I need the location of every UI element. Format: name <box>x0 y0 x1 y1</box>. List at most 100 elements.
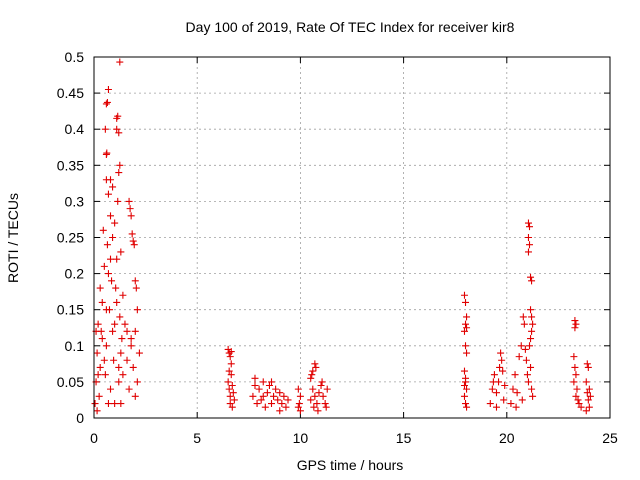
data-point-marker <box>583 389 591 397</box>
data-point-marker <box>100 262 108 270</box>
data-point-marker <box>101 371 109 379</box>
data-point-marker <box>94 371 102 379</box>
data-point-marker <box>95 392 103 400</box>
data-point-marker <box>570 353 578 361</box>
data-point-marker <box>309 385 317 393</box>
data-point-marker <box>462 320 470 328</box>
data-point-marker <box>526 223 534 231</box>
data-point-marker <box>509 385 517 393</box>
data-point-marker <box>307 374 315 382</box>
data-point-marker <box>500 396 508 404</box>
data-point-marker <box>112 284 120 292</box>
data-point-marker <box>113 298 121 306</box>
data-point-marker <box>107 212 115 220</box>
x-tick-label: 15 <box>396 430 412 446</box>
data-point-marker <box>309 367 317 375</box>
data-point-marker <box>229 389 237 397</box>
data-point-marker <box>107 385 115 393</box>
data-point-marker <box>230 396 238 404</box>
data-point-marker <box>251 374 259 382</box>
data-point-marker <box>528 277 536 285</box>
data-point-marker <box>98 298 106 306</box>
data-point-marker <box>113 255 121 263</box>
data-point-marker <box>460 327 468 335</box>
data-point-marker <box>313 400 321 408</box>
data-point-marker <box>110 356 118 364</box>
data-point-marker <box>310 403 318 411</box>
data-point-marker <box>571 317 579 325</box>
data-point-marker <box>463 313 471 321</box>
data-point-marker <box>323 385 331 393</box>
data-point-marker <box>583 360 591 368</box>
data-point-marker <box>228 382 236 390</box>
data-point-marker <box>113 125 121 133</box>
data-point-marker <box>319 392 327 400</box>
x-tick-label: 5 <box>193 430 201 446</box>
data-point-marker <box>116 161 124 169</box>
data-point-marker <box>527 335 535 343</box>
data-point-marker <box>573 385 581 393</box>
data-point-marker <box>98 335 106 343</box>
axis-ticks <box>93 56 611 419</box>
y-tick-label: 0.05 <box>57 374 84 390</box>
data-point-marker <box>135 349 143 357</box>
chart-title: Day 100 of 2019, Rate Of TEC Index for r… <box>186 19 515 35</box>
data-point-marker <box>511 371 519 379</box>
data-point-marker <box>227 360 235 368</box>
data-point-marker <box>584 363 592 371</box>
data-point-marker <box>462 400 470 408</box>
data-point-marker <box>265 382 273 390</box>
data-point-marker <box>100 356 108 364</box>
data-point-marker <box>107 255 115 263</box>
data-point-marker <box>116 313 124 321</box>
data-point-marker <box>255 385 263 393</box>
data-point-marker <box>486 400 494 408</box>
data-point-marker <box>251 382 259 390</box>
data-point-marker <box>524 378 532 386</box>
y-tick-label: 0.4 <box>65 121 85 137</box>
data-point-marker <box>526 342 534 350</box>
y-tick-label: 0.5 <box>65 49 85 65</box>
data-point-marker <box>282 403 290 411</box>
data-point-marker <box>114 112 122 120</box>
data-points <box>91 58 594 415</box>
data-point-marker <box>522 356 530 364</box>
data-point-marker <box>526 241 534 249</box>
y-tick-label: 0.45 <box>57 85 84 101</box>
data-point-marker <box>574 396 582 404</box>
data-point-marker <box>499 367 507 375</box>
data-point-marker <box>278 400 286 408</box>
data-point-marker <box>226 392 234 400</box>
data-point-marker <box>571 363 579 371</box>
data-point-marker <box>117 349 125 357</box>
data-point-marker <box>131 277 139 285</box>
data-point-marker <box>489 378 497 386</box>
data-point-marker <box>507 400 515 408</box>
data-point-marker <box>130 241 138 249</box>
data-point-marker <box>133 378 141 386</box>
data-point-marker <box>586 392 594 400</box>
data-point-marker <box>317 382 325 390</box>
data-point-marker <box>227 371 235 379</box>
data-point-marker <box>111 219 119 227</box>
data-point-marker <box>492 403 500 411</box>
data-point-marker <box>91 400 99 408</box>
data-point-marker <box>93 349 101 357</box>
data-point-marker <box>321 400 329 408</box>
data-point-marker <box>115 169 123 177</box>
data-point-marker <box>572 371 580 379</box>
data-point-marker <box>577 403 585 411</box>
data-point-marker <box>463 385 471 393</box>
data-point-marker <box>224 378 232 386</box>
data-point-marker <box>125 385 133 393</box>
y-tick-label: 0 <box>76 410 84 426</box>
data-point-marker <box>518 396 526 404</box>
y-tick-label: 0.2 <box>65 266 85 282</box>
data-point-marker <box>94 320 102 328</box>
tick-labels: 0 5 10 15 20 25 0 0.05 0.1 0.15 0.2 0.25 0.3 0.35 0.4 0… <box>57 49 618 446</box>
data-point-marker <box>127 212 135 220</box>
data-point-marker <box>512 403 520 411</box>
data-point-marker <box>104 400 112 408</box>
data-point-marker <box>104 85 112 93</box>
data-point-marker <box>116 58 124 66</box>
